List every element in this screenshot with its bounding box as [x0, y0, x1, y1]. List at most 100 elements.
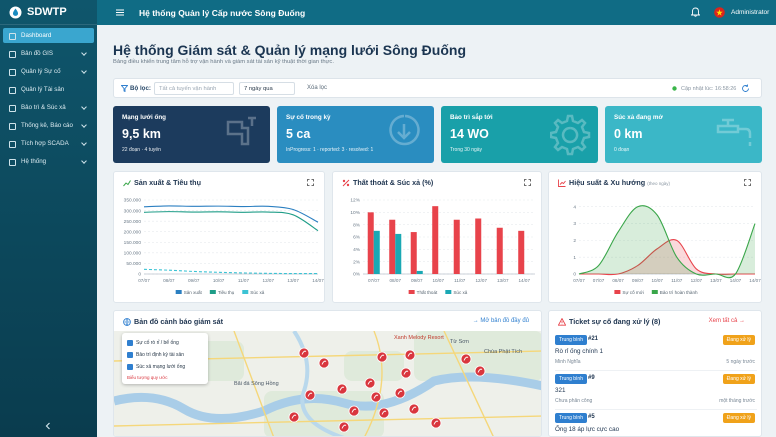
x-tick-label: 14/07: [519, 278, 531, 283]
kpi-card[interactable]: Mạng lưới ống 9,5 km 22 đoạn · 4 tuyến: [113, 106, 270, 163]
ticket-id: #5: [588, 414, 595, 420]
ticket[interactable]: Trung bình #9 Đang xử lý 321 Chưa phân công m…: [555, 374, 757, 410]
bar: [373, 230, 380, 274]
updated-time: Cập nhật lúc: 16:58:26: [681, 85, 737, 92]
collapse[interactable]: [44, 422, 52, 430]
x-tick-label: 12/07: [691, 278, 703, 283]
clear-filter[interactable]: Xóa lọc: [307, 85, 328, 91]
status-badge: Đang xử lý: [722, 374, 755, 384]
expand[interactable]: [307, 179, 314, 186]
ticket[interactable]: Trung bình #21 Đang xử lý Rò rỉ ống chính 1…: [555, 335, 757, 371]
menu-item[interactable]: Quản lý Sự cố: [3, 64, 94, 79]
shape: [123, 318, 131, 326]
menu-item[interactable]: Quản lý Tài sản: [3, 82, 94, 97]
page-title: Hệ thống Giám sát & Quản lý mạng lưới Sô…: [113, 42, 466, 58]
menu-item[interactable]: Tích hợp SCADA: [3, 136, 94, 151]
map-zone: [344, 351, 404, 381]
ticket-time: 5 ngày trước: [726, 359, 755, 365]
marker-glyph: [321, 360, 327, 365]
ticket-title: 321: [555, 387, 566, 394]
expand[interactable]: [744, 179, 751, 186]
menu-item[interactable]: Bảo trì & Súc xả: [3, 100, 94, 115]
x-tick-label: 07/07: [138, 278, 150, 283]
x-tick-label: 13/07: [710, 278, 722, 283]
kpi-value: 14 WO: [450, 127, 489, 141]
expand[interactable]: [524, 179, 531, 186]
shape: [123, 180, 131, 187]
marker-glyph: [477, 368, 483, 373]
y-tick-label: 1: [573, 255, 576, 261]
ticket[interactable]: Trung bình #5 Đang xử lý Ống 18 áp lực cực …: [555, 413, 757, 436]
x-tick-label: 10/07: [213, 278, 225, 283]
x-tick-label: 10/07: [651, 278, 663, 283]
route-input[interactable]: Tất cả tuyến vận hành: [154, 82, 234, 95]
y-tick-label: 100.000: [124, 251, 142, 257]
road: [364, 331, 383, 436]
app-title: Hệ thống Quản lý Cấp nước Sông Đuống: [139, 8, 306, 18]
hamburger[interactable]: [116, 9, 124, 16]
x-tick-label: 13/07: [497, 278, 509, 283]
chart-subtitle: (theo ngày): [647, 181, 670, 186]
icon-shape: [716, 118, 752, 146]
legend-swatch: [445, 290, 452, 294]
kpi-card[interactable]: Bảo trì sắp tới 14 WO Trong 30 ngày: [441, 106, 598, 163]
shape: [691, 7, 700, 17]
chart-title: Hiệu suất & Xu hướng (theo ngày): [569, 178, 670, 187]
shape: [12, 8, 19, 16]
kpi-card[interactable]: Súc xả đang mở 0 km 0 đoạn: [605, 106, 762, 163]
map-zone: [414, 331, 541, 381]
shape: [558, 318, 566, 326]
ticket-id: #21: [588, 336, 599, 342]
ticket-list: Trung bình #21 Đang xử lý Rò rỉ ống chính 1…: [549, 335, 761, 436]
bar: [518, 230, 525, 274]
marker-glyph: [301, 350, 307, 355]
y-tick-label: 200.000: [124, 229, 142, 235]
legend-label: Súc xả: [453, 290, 467, 295]
kpi-label: Mạng lưới ống: [122, 114, 167, 121]
menu-item[interactable]: Hệ thống: [3, 154, 94, 169]
chart-panel: Sản xuất & Tiêu thụ 0 50.000 100.000 150.00…: [113, 171, 325, 303]
sidebar: SDWTP Dashboard Bản đồ GIS Quản lý Sự cố Qu…: [0, 0, 97, 437]
map-link[interactable]: → Mở bản đồ đầy đủ: [472, 318, 529, 324]
kpi-card[interactable]: Sự cố trong kỳ 5 ca InProgress: 1 · report…: [277, 106, 434, 163]
marker-glyph: [463, 356, 469, 361]
kpi-value: 0 km: [614, 127, 643, 141]
ticket-link[interactable]: Xem tất cả →: [708, 318, 745, 324]
legend-item[interactable]: Súc xả mạng lưới ống: [127, 361, 203, 373]
marker-glyph: [397, 390, 403, 395]
marker-glyph: [351, 408, 357, 413]
y-tick-label: 300.000: [124, 208, 142, 214]
y-tick-label: 4%: [353, 247, 361, 253]
shape: [116, 9, 124, 16]
chart-panel: Hiệu suất & Xu hướng (theo ngày) 0 1 2 3 4 07…: [548, 171, 762, 303]
legend-item[interactable]: Sự cố rò rỉ / bể ống: [127, 337, 203, 349]
menu-item[interactable]: Thống kê, Báo cáo: [3, 118, 94, 133]
brand[interactable]: SDWTP: [0, 0, 97, 25]
flag[interactable]: [714, 7, 725, 18]
legend: Sự cố mới Bảo trì hoàn thành: [614, 290, 698, 295]
area: [579, 205, 755, 278]
legend-swatch: [175, 290, 182, 294]
kpi-detail: 0 đoạn: [614, 147, 630, 153]
period-select[interactable]: 7 ngày qua: [239, 82, 295, 95]
topbar: Hệ thống Quản lý Cấp nước Sông Đuống Adm…: [97, 0, 776, 25]
brand-name: SDWTP: [27, 6, 67, 18]
y-tick-label: 3: [573, 221, 576, 227]
incident-marker: [408, 403, 420, 415]
priority-badge: Trung bình: [555, 374, 587, 384]
filter-label: Bộ lọc:: [130, 85, 151, 92]
place-label: Bãi đá Sông Hồng: [234, 381, 279, 387]
kpi-label: Sự cố trong kỳ: [286, 114, 331, 121]
refresh[interactable]: [741, 84, 750, 93]
bell[interactable]: [691, 7, 700, 17]
legend-item[interactable]: Bảo trì định kỳ tài sản: [127, 349, 203, 361]
kpi-icon: [716, 118, 752, 146]
menu-item[interactable]: Bản đồ GIS: [3, 46, 94, 61]
y-tick-label: 2%: [353, 259, 361, 265]
line: [143, 211, 319, 232]
menu-item[interactable]: Dashboard: [3, 28, 94, 43]
incident-marker: [338, 421, 350, 433]
user[interactable]: Administrator: [731, 9, 770, 16]
chart-panel: Thất thoát & Súc xả (%) 0% 2% 4% 6% 8% 10% 12%…: [332, 171, 542, 303]
